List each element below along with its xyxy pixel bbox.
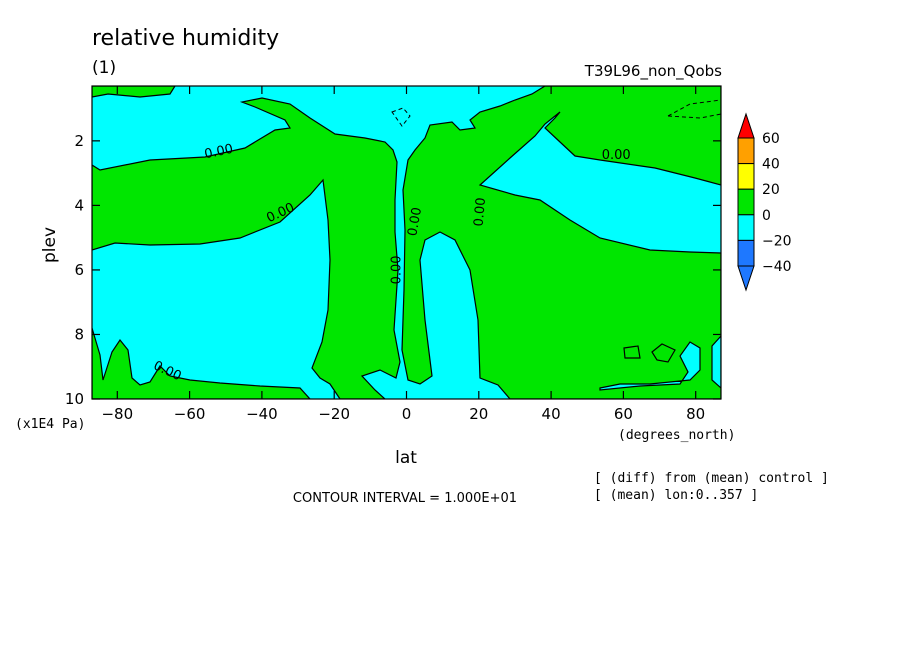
contour-label: 0.00 (472, 197, 489, 227)
contour-label: 0.00 (602, 148, 631, 163)
note-diff: [ (diff) from (mean) control ] (594, 471, 829, 486)
region-southwest-low (92, 327, 311, 399)
y-tick-label: 4 (74, 196, 84, 214)
colorbar-segment (737, 188, 755, 216)
y-tick-label: 6 (74, 261, 84, 279)
colorbar: −40 −20 0 20 40 60 (737, 112, 792, 292)
region-top-left (92, 86, 176, 98)
contour-label: 0.00 (390, 255, 405, 284)
region-island-a (623, 345, 641, 359)
positive-regions (92, 86, 721, 399)
x-axis-units: (degrees_north) (618, 428, 735, 443)
x-tick-label: −80 (101, 405, 133, 423)
plot-area: 0.000.000.000.000.00 0.000.00 −80 −60 −40 −2… (65, 85, 722, 423)
y-tick-label: 10 (65, 390, 84, 408)
contour-label: 0.00 (203, 142, 234, 163)
x-axis-label: lat (395, 448, 417, 468)
note-mean: [ (mean) lon:0..357 ] (594, 488, 758, 503)
colorbar-top-arrow (737, 112, 755, 139)
colorbar-label: −20 (762, 233, 792, 249)
x-tick-label: 80 (686, 405, 705, 423)
negative-pockets (599, 335, 721, 391)
colorbar-label: 60 (762, 131, 780, 147)
y-tick-label: 2 (74, 132, 84, 150)
x-tick-label: 20 (469, 405, 488, 423)
y-tick-label: 8 (74, 325, 84, 343)
colorbar-label: 20 (762, 182, 780, 198)
dashed-contour-northeast (667, 99, 721, 119)
region-island-b (651, 343, 676, 363)
region-south-band (92, 97, 401, 399)
contour-label: 0.00 (405, 206, 425, 237)
y-axis-units: (x1E4 Pa) (15, 417, 85, 432)
y-axis-label: plev (40, 227, 60, 263)
x-tick-label: −20 (318, 405, 350, 423)
chart-subtitle: (1) (92, 58, 116, 78)
colorbar-label: −40 (762, 259, 792, 275)
colorbar-segment (737, 163, 755, 190)
colorbar-label: 40 (762, 157, 780, 173)
y-axis: 2 4 6 8 10 (65, 132, 721, 408)
pocket-east-edge (711, 335, 721, 389)
colorbar-segment (737, 137, 755, 165)
region-north-band (401, 86, 721, 399)
chart-title: relative humidity (92, 26, 279, 51)
x-tick-label: −40 (246, 405, 278, 423)
x-tick-label: 0 (402, 405, 412, 423)
run-label: T39L96_non_Qobs (584, 62, 722, 81)
pocket-east-low (599, 341, 701, 391)
colorbar-bottom-arrow (737, 265, 755, 292)
dashed-contours (391, 99, 721, 127)
x-tick-label: 60 (614, 405, 633, 423)
colorbar-segment (737, 239, 755, 267)
dashed-contour-center (391, 107, 411, 127)
contour-interval: CONTOUR INTERVAL = 1.000E+01 (293, 491, 517, 506)
x-tick-label: 40 (542, 405, 561, 423)
x-axis: −80 −60 −40 −20 0 20 40 60 80 (101, 86, 705, 423)
x-tick-label: −60 (174, 405, 206, 423)
colorbar-segment (737, 214, 755, 241)
colorbar-label: 0 (762, 208, 771, 224)
